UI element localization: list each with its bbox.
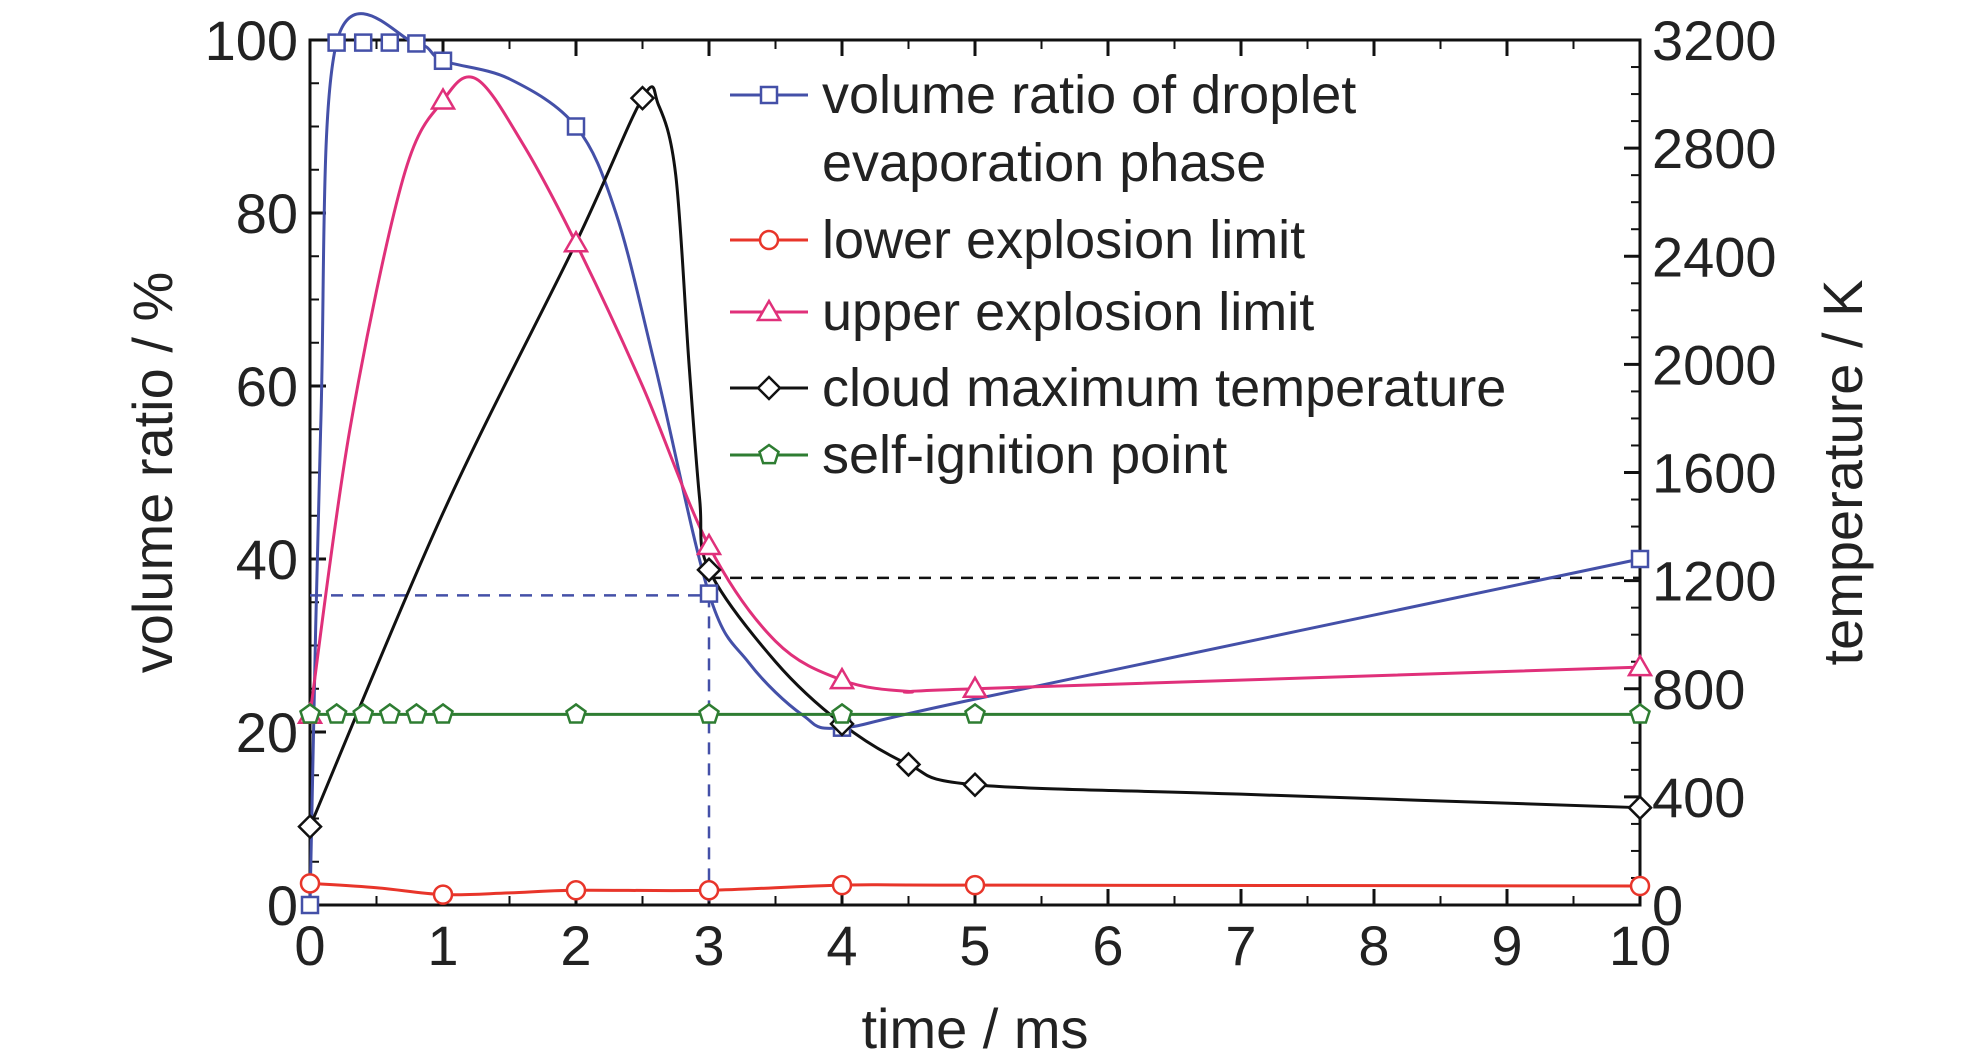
y-axis-right-title: temperature / K [1811,280,1874,666]
data-point [895,751,922,778]
data-point [353,33,373,52]
data-point [378,702,401,724]
data-point [695,532,723,556]
data-point [831,874,853,896]
data-point [629,85,656,111]
data-point [828,666,856,690]
data-point [565,702,587,724]
legend-swatch-marker [758,229,780,251]
data-point [433,51,453,71]
data-point [327,33,346,52]
x-tick-label: 8 [1358,914,1389,977]
data-point [299,873,321,894]
legend-swatch-marker [758,443,780,465]
data-point [299,702,321,724]
reference-lines [310,576,1640,905]
data-point [964,874,986,896]
x-tick-label: 7 [1225,914,1256,977]
data-point [297,813,323,840]
y-left-tick-label: 0 [267,874,298,937]
x-axis-title: time / ms [861,997,1088,1060]
data-point [405,702,428,724]
legend-label: upper explosion limit [822,282,1314,342]
data-point [1630,549,1650,569]
data-point [964,702,986,724]
series-lines [308,12,1641,906]
x-tick-label: 5 [959,914,990,977]
data-point [407,34,426,53]
y-left-tick-label: 80 [236,182,298,245]
legend: volume ratio of droplet evaporation phase… [730,65,1506,485]
data-point [699,584,719,603]
data-point [1629,702,1651,724]
y-right-tick-label: 1600 [1652,442,1777,505]
tick-labels: 0 1 2 3 4 5 6 7 8 9 100204060801000400800120016002… [205,9,1777,977]
series-line-0 [308,12,1641,906]
data-point [696,557,722,583]
data-point [962,771,988,798]
data-point [562,229,590,253]
x-tick-label: 10 [1609,914,1671,977]
legend-label: volume ratio of droplet [822,65,1356,125]
data-point [380,33,400,52]
y-axis-left-title: volume ratio / % [121,272,184,674]
y-right-tick-label: 0 [1652,874,1683,937]
data-point [565,880,587,901]
series-line-3 [308,85,1641,828]
legend-label: lower explosion limit [822,210,1305,270]
data-point [352,702,375,724]
y-right-tick-label: 400 [1652,766,1745,829]
y-right-tick-label: 1200 [1652,550,1777,613]
data-point [300,895,320,915]
data-point [698,702,720,724]
y-right-tick-label: 2400 [1652,225,1777,288]
y-left-tick-label: 40 [236,528,298,591]
y-left-tick-label: 20 [236,701,298,764]
legend-swatch-marker [755,298,783,322]
x-tick-label: 9 [1491,914,1522,977]
y-left-tick-label: 100 [205,9,298,72]
data-point [429,87,457,110]
data-point [1626,653,1654,677]
data-point [831,702,853,724]
legend-label: cloud maximum temperature [822,358,1506,418]
x-tick-label: 3 [693,914,724,977]
x-tick-label: 1 [427,914,458,977]
legend-swatch-marker [756,375,782,401]
y-right-tick-label: 800 [1652,658,1745,721]
legend-label: self-ignition point [822,425,1227,485]
data-point [1629,875,1651,897]
x-tick-label: 4 [826,914,857,977]
y-left-tick-label: 60 [236,355,298,418]
x-tick-label: 0 [294,914,325,977]
y-right-tick-label: 3200 [1652,9,1777,72]
data-point [698,880,720,901]
data-point [961,675,989,698]
x-tick-label: 6 [1092,914,1123,977]
series-markers [296,33,1654,915]
data-point [432,702,454,724]
series-line-2 [308,75,1641,715]
y-right-tick-label: 2000 [1652,333,1777,396]
data-point [566,117,586,136]
data-point [432,884,454,905]
legend-swatch-marker [759,85,779,105]
data-point [1627,794,1653,821]
y-right-tick-label: 2800 [1652,117,1777,180]
x-tick-label: 2 [560,914,591,977]
reference-line [310,594,711,905]
legend-label: evaporation phase [822,133,1266,193]
data-point [325,702,348,724]
